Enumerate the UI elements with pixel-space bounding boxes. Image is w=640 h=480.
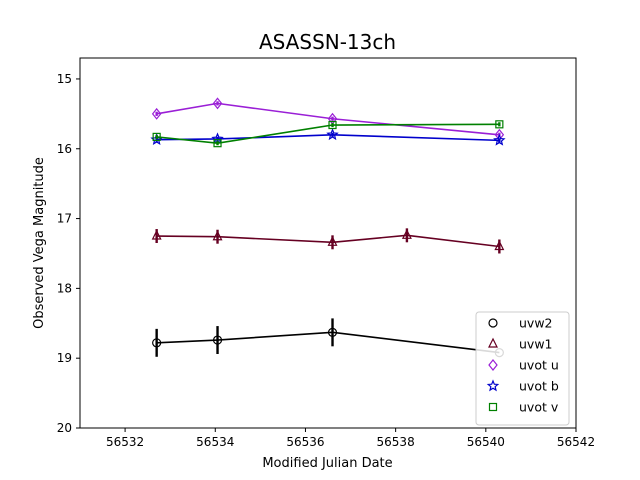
y-tick-label: 20 xyxy=(57,421,72,435)
series-layer xyxy=(150,97,506,358)
data-point xyxy=(151,107,162,120)
legend-marker xyxy=(488,359,498,371)
series-line xyxy=(156,102,500,136)
y-axis-label: Observed Vega Magnitude xyxy=(32,157,47,329)
x-tick-label: 56540 xyxy=(467,435,505,449)
y-tick-label: 17 xyxy=(57,212,72,226)
y-tick-label: 18 xyxy=(57,281,72,295)
legend-marker xyxy=(488,337,498,348)
legend-marker xyxy=(488,402,498,412)
series-uvw1 xyxy=(151,228,505,254)
data-point xyxy=(213,139,222,148)
x-axis-label: Modified Julian Date xyxy=(262,456,392,471)
y-tick-label: 15 xyxy=(57,72,72,86)
data-point xyxy=(212,230,223,241)
legend-label: uvot b xyxy=(519,379,559,394)
data-point xyxy=(327,235,338,246)
legend-label: uvw1 xyxy=(519,337,553,352)
plot-area-frame xyxy=(79,57,577,429)
data-point xyxy=(212,97,223,110)
x-tick-label: 56536 xyxy=(286,435,324,449)
data-point xyxy=(152,338,162,348)
data-point xyxy=(495,120,504,129)
chart-title: ASASSN-13ch xyxy=(259,30,396,54)
data-point xyxy=(326,128,339,141)
legend-label: uvot v xyxy=(519,400,559,415)
axis-ticks: 56532 56534 56536 56538 56540 56542 15 16 17 18 19… xyxy=(57,72,595,449)
legend: uvw2 uvw1 uvot u uvot b uvot v xyxy=(475,311,570,426)
data-point xyxy=(401,228,412,239)
series-line xyxy=(156,123,500,144)
data-point xyxy=(328,120,337,130)
legend-marker xyxy=(486,379,500,392)
legend-label: uvw2 xyxy=(519,316,553,331)
y-tick-label: 19 xyxy=(57,351,72,365)
series-uvot-v xyxy=(152,120,504,148)
series-line xyxy=(156,133,500,142)
data-point xyxy=(151,229,162,240)
y-tick-label: 16 xyxy=(57,142,72,156)
legend-marker xyxy=(488,318,498,328)
x-tick-label: 56532 xyxy=(106,435,144,449)
x-tick-label: 56534 xyxy=(196,435,234,449)
data-point xyxy=(152,132,161,141)
data-point xyxy=(327,327,338,337)
data-point xyxy=(494,240,505,251)
data-point xyxy=(493,133,506,146)
series-uvw2 xyxy=(152,318,504,358)
data-point xyxy=(212,335,223,345)
x-tick-label: 56538 xyxy=(377,435,415,449)
series-line xyxy=(156,331,500,354)
x-tick-label: 56542 xyxy=(557,435,595,449)
series-line xyxy=(156,234,500,248)
legend-label: uvot u xyxy=(519,358,559,373)
legend-box xyxy=(475,311,570,426)
